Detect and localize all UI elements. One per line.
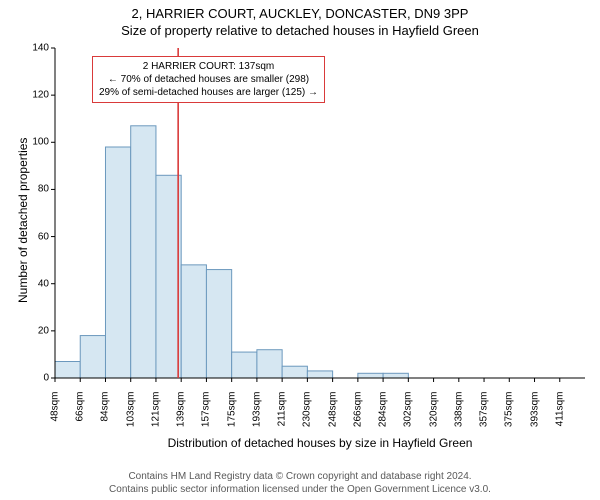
histogram-bar (257, 350, 282, 378)
y-tick-label: 120 (27, 90, 49, 101)
y-tick-label: 40 (27, 278, 49, 289)
y-tick-label: 80 (27, 184, 49, 195)
histogram-bar (358, 373, 383, 378)
x-tick-label: 266sqm (352, 392, 363, 442)
histogram-bar (232, 352, 257, 378)
x-tick-label: 175sqm (226, 392, 237, 442)
annotation-box: 2 HARRIER COURT: 137sqm ← 70% of detache… (92, 56, 325, 103)
y-tick-label: 60 (27, 231, 49, 242)
x-tick-label: 211sqm (277, 392, 288, 442)
histogram-bar (131, 126, 156, 378)
x-tick-label: 411sqm (554, 392, 565, 442)
chart-subtitle: Size of property relative to detached ho… (0, 21, 600, 38)
x-tick-label: 157sqm (201, 392, 212, 442)
chart-container: 2, HARRIER COURT, AUCKLEY, DONCASTER, DN… (0, 0, 600, 500)
x-tick-label: 121sqm (150, 392, 161, 442)
y-tick-label: 20 (27, 325, 49, 336)
histogram-bar (105, 147, 130, 378)
x-tick-label: 302sqm (403, 392, 414, 442)
x-tick-label: 230sqm (302, 392, 313, 442)
footer-line-1: Contains HM Land Registry data © Crown c… (0, 470, 600, 483)
x-tick-label: 66sqm (75, 392, 86, 442)
histogram-bar (80, 336, 105, 378)
x-tick-label: 48sqm (50, 392, 61, 442)
x-tick-label: 375sqm (504, 392, 515, 442)
x-tick-label: 357sqm (479, 392, 490, 442)
x-tick-label: 393sqm (529, 392, 540, 442)
x-tick-label: 338sqm (453, 392, 464, 442)
annotation-line-3: 29% of semi-detached houses are larger (… (99, 86, 318, 99)
histogram-bar (307, 371, 332, 378)
histogram-bar (383, 373, 408, 378)
annotation-line-1: 2 HARRIER COURT: 137sqm (99, 60, 318, 73)
y-tick-label: 140 (27, 43, 49, 54)
annotation-line-2: ← 70% of detached houses are smaller (29… (99, 73, 318, 86)
x-tick-label: 103sqm (125, 392, 136, 442)
x-tick-label: 84sqm (100, 392, 111, 442)
histogram-bar (181, 265, 206, 378)
x-tick-label: 248sqm (327, 392, 338, 442)
histogram-bar (55, 362, 80, 379)
x-tick-label: 320sqm (428, 392, 439, 442)
y-tick-label: 100 (27, 137, 49, 148)
histogram-bar (282, 366, 307, 378)
chart-suptitle: 2, HARRIER COURT, AUCKLEY, DONCASTER, DN… (0, 0, 600, 21)
x-tick-label: 284sqm (378, 392, 389, 442)
y-tick-label: 0 (27, 373, 49, 384)
footer: Contains HM Land Registry data © Crown c… (0, 470, 600, 496)
footer-line-2: Contains public sector information licen… (0, 483, 600, 496)
x-tick-label: 193sqm (251, 392, 262, 442)
histogram-bar (206, 270, 231, 378)
x-tick-label: 139sqm (176, 392, 187, 442)
